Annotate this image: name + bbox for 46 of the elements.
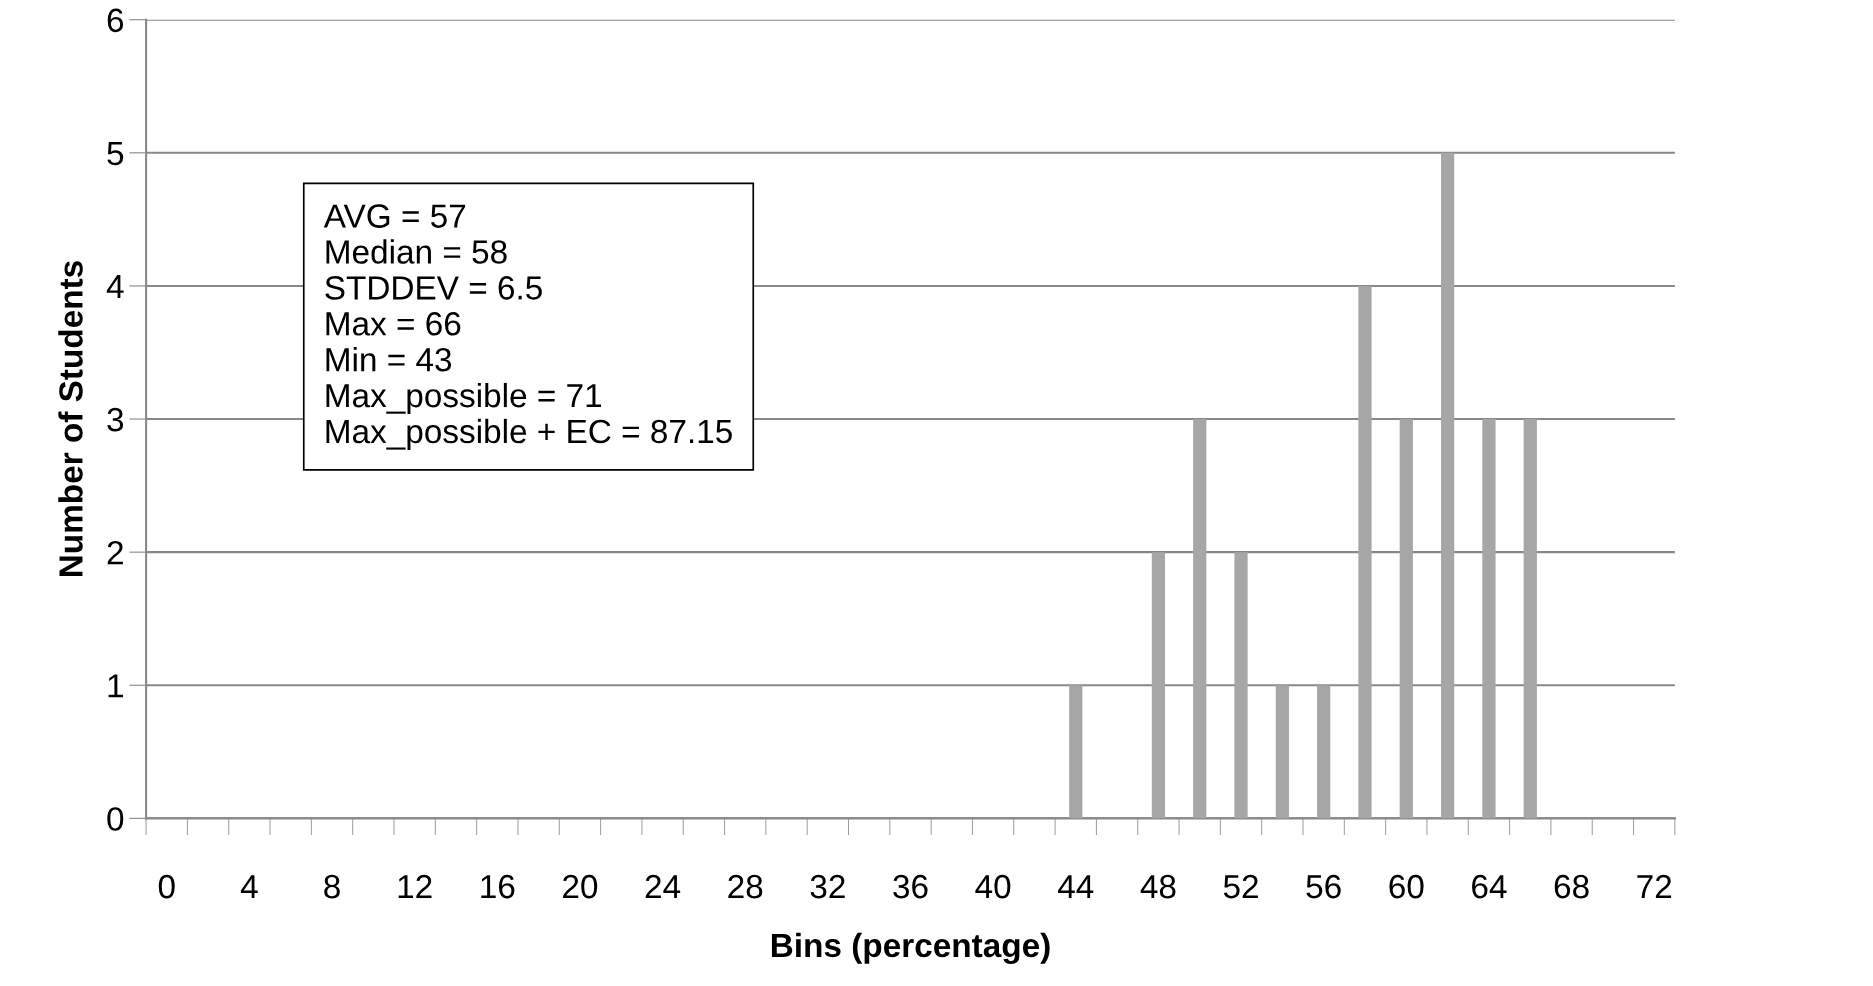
bar [1358, 285, 1372, 819]
bar [1317, 685, 1331, 819]
y-tick-label: 4 [106, 275, 124, 299]
annotation: Max_possible + EC = 87.15 [326, 418, 732, 450]
bar [1193, 419, 1207, 819]
annotation: AVG = 57 [323, 204, 466, 228]
x-tick-label: 44 [1057, 875, 1094, 899]
x-tick-label: 60 [1389, 874, 1424, 899]
x-tick-label: 16 [481, 874, 515, 899]
y-tick-label: 3 [107, 407, 124, 432]
x-tick-label: 52 [1223, 874, 1258, 899]
x-tick-label: 4 [240, 875, 258, 899]
y-tick-label: 2 [107, 540, 123, 565]
bar [1151, 552, 1166, 819]
x-tick-label: 24 [645, 874, 681, 899]
x-axis-title: Bins (percentage) [771, 932, 1050, 965]
x-tick-label: 68 [1554, 874, 1589, 899]
y-axis-title: Number of Students [58, 261, 83, 577]
x-tick-label: 20 [563, 874, 598, 899]
bar [1234, 552, 1248, 819]
x-tick-label: 8 [324, 874, 340, 899]
x-tick-label: 32 [810, 874, 845, 899]
annotation: Max_possible = 71 [326, 382, 602, 415]
x-tick-label: 48 [1140, 874, 1176, 899]
bar [1275, 685, 1289, 819]
annotation: Min = 43 [326, 347, 452, 372]
bar [1069, 685, 1083, 819]
bar [1441, 152, 1455, 819]
annotation: Median = 58 [326, 239, 507, 264]
x-tick-label: 64 [1472, 874, 1507, 899]
x-tick-label: 12 [398, 874, 432, 899]
x-tick-label: 56 [1306, 874, 1341, 899]
bar [1482, 419, 1496, 819]
y-tick-label: 6 [107, 8, 124, 33]
x-tick-label: 36 [893, 874, 928, 899]
y-tick-label: 0 [107, 807, 124, 831]
x-tick-label: 28 [728, 874, 763, 899]
y-tick-label: 5 [107, 141, 124, 166]
annotation: Max = 66 [326, 312, 461, 336]
x-tick-label: 0 [158, 874, 175, 899]
y-tick-label: 1 [108, 674, 123, 698]
x-tick-label: 40 [975, 874, 1011, 899]
x-tick-label: 72 [1637, 874, 1672, 899]
bar [1399, 419, 1413, 819]
bar [1523, 419, 1537, 819]
annotation: STDDEV = 6.5 [325, 276, 542, 300]
